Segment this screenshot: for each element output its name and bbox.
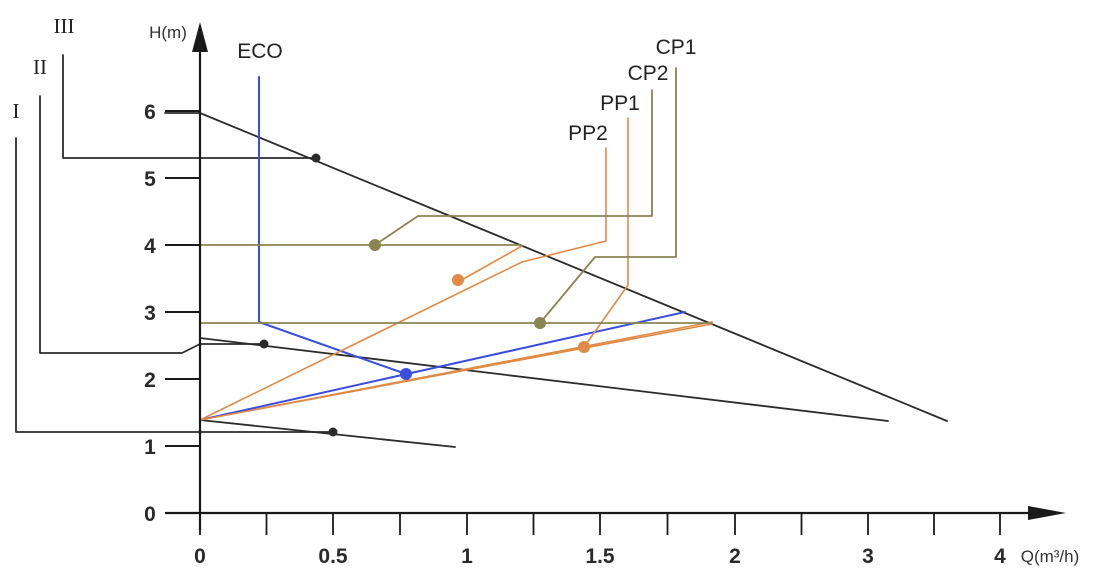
x-tick-label: 0.5 [318,545,348,568]
label-I: I [13,99,20,123]
label-ECO: ECO [237,40,283,63]
x-axis-title: Q(m³/h) [1021,547,1080,566]
label-CP1: CP1 [656,36,697,59]
y-tick-label: 5 [144,168,156,191]
label-PP1: PP1 [600,92,640,115]
y-tick-label: 0 [144,503,156,526]
point-CP1 [534,317,546,329]
point-I [328,427,338,437]
curve-ECO-drop [258,76,407,375]
curve-III [164,112,948,422]
label-CP2: CP2 [628,62,669,85]
x-tick-label: 4 [994,545,1006,568]
y-axis-title: H(m) [149,23,187,42]
curve-I [199,419,456,448]
y-tick-label: 2 [144,369,156,392]
y-tick-label: 3 [144,302,156,325]
point-ECO [400,368,412,380]
curve-PP1-line [199,323,713,421]
x-tick-label: 3 [862,545,874,568]
curve-ECO-line [199,311,686,421]
y-tick-label: 1 [144,436,156,459]
y-tick-label: 6 [144,101,156,124]
leader-I [15,137,334,433]
axes-layer [165,22,1066,535]
label-PP2: PP2 [568,122,608,145]
x-tick-label: 1.5 [585,545,615,568]
curve-CP2 [374,89,653,246]
point-PP1 [578,341,590,353]
curve-PP2 [199,147,607,421]
y-tick-label: 4 [144,235,156,258]
curve-CP1 [539,67,677,324]
x-axis-arrow [1028,506,1066,520]
y-axis-arrow [192,22,208,52]
leader-III [62,54,317,159]
label-II: II [33,55,47,79]
points-layer [259,153,590,437]
curves-layer [15,54,948,448]
x-tick-label: 1 [461,545,473,568]
label-III: III [54,14,75,38]
point-PP2 [452,274,464,286]
curve-PP1 [583,117,629,348]
x-tick-label: 0 [194,545,206,568]
point-III [311,153,321,163]
x-tick-label: 2 [729,545,741,568]
point-CP2 [369,239,381,251]
point-II [259,339,269,349]
curve-II [199,337,889,422]
leader-II [39,95,265,354]
curve-PP2-link [457,245,523,283]
